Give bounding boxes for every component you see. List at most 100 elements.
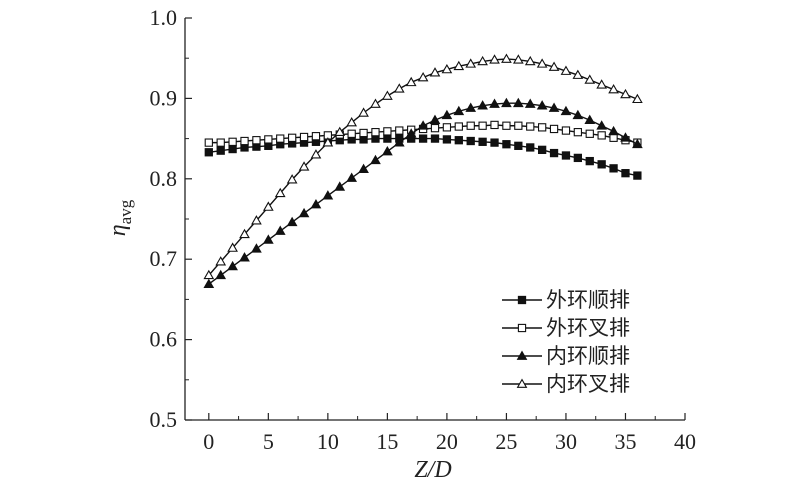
data-point: [466, 136, 475, 146]
data-point: [227, 242, 238, 252]
legend-item: 外环顺排: [502, 288, 630, 312]
data-point: [454, 136, 463, 145]
data-point: [274, 187, 286, 198]
legend-marker: [517, 295, 527, 305]
data-point: [609, 133, 618, 142]
series-group: [203, 53, 643, 288]
data-point: [573, 153, 583, 163]
data-point: [393, 83, 405, 93]
data-point: [251, 243, 262, 253]
data-point: [501, 97, 512, 108]
data-point: [512, 54, 524, 64]
data-point: [536, 100, 548, 110]
data-point: [597, 131, 606, 140]
data-point: [216, 138, 225, 147]
data-point: [584, 74, 596, 84]
data-point: [322, 190, 334, 200]
data-point: [478, 137, 487, 146]
data-point: [429, 67, 441, 77]
data-point: [502, 140, 511, 149]
data-point: [442, 135, 452, 144]
data-point: [549, 124, 559, 134]
data-point: [620, 132, 631, 142]
x-tick-label: 10: [317, 429, 339, 454]
data-point: [585, 156, 594, 166]
data-point: [262, 201, 274, 211]
data-point: [561, 151, 571, 160]
data-point: [417, 71, 429, 82]
data-point: [441, 63, 453, 74]
data-point: [477, 100, 488, 110]
y-tick-label: 0.8: [150, 166, 178, 191]
data-point: [596, 79, 608, 89]
data-point: [490, 120, 499, 130]
data-point: [620, 88, 631, 99]
x-tick-label: 5: [263, 429, 274, 454]
data-point: [264, 135, 273, 144]
data-point: [358, 107, 369, 117]
y-tick-label: 0.6: [150, 327, 178, 352]
data-point: [276, 134, 285, 143]
data-point: [215, 269, 227, 280]
data-point: [382, 145, 393, 156]
data-point: [632, 93, 643, 104]
data-point: [524, 55, 536, 66]
data-point: [514, 121, 523, 130]
data-point: [203, 278, 215, 288]
data-point: [346, 117, 358, 127]
x-tick-label: 20: [436, 429, 458, 454]
data-point: [548, 61, 560, 71]
data-point: [608, 84, 619, 94]
data-point: [560, 65, 572, 75]
x-tick-label: 25: [495, 429, 517, 454]
axes: 0 5 10 15 20 25 30 35 40 0.5 0.6 0.7 0.8 0.9 1.0: [150, 5, 697, 454]
data-point: [370, 154, 381, 165]
data-point: [334, 126, 346, 137]
series-3: [203, 97, 643, 288]
x-tick-label: 15: [376, 429, 398, 454]
data-point: [274, 225, 286, 235]
legend-label: 内环顺排: [546, 344, 630, 368]
data-point: [204, 148, 213, 157]
data-point: [584, 114, 596, 124]
data-point: [466, 121, 475, 130]
data-point: [633, 171, 642, 180]
legend-marker: [516, 378, 528, 388]
data-point: [299, 132, 309, 142]
data-point: [465, 102, 477, 112]
x-tick-label: 35: [614, 429, 636, 454]
data-point: [395, 126, 404, 135]
data-point: [536, 58, 548, 68]
data-point: [512, 97, 524, 108]
data-point: [359, 128, 368, 138]
data-point: [561, 126, 571, 135]
data-point: [347, 129, 356, 138]
data-point: [596, 120, 608, 130]
y-tick-label: 1.0: [150, 5, 178, 30]
data-point: [346, 172, 358, 182]
data-point: [334, 181, 346, 191]
data-point: [514, 141, 523, 150]
data-point: [608, 125, 619, 136]
data-point: [310, 199, 322, 209]
data-point: [429, 114, 441, 124]
data-point: [501, 53, 512, 63]
data-point: [405, 76, 417, 87]
data-point: [382, 90, 393, 100]
legend-item: 内环顺排: [502, 344, 630, 368]
data-point: [240, 136, 249, 146]
data-point: [286, 216, 298, 227]
data-point: [298, 161, 310, 171]
data-point: [383, 134, 392, 143]
legend-item: 内环叉排: [502, 372, 630, 396]
data-point: [441, 109, 453, 120]
data-point: [430, 123, 440, 133]
data-point: [405, 128, 417, 138]
data-point: [430, 134, 440, 143]
data-point: [286, 174, 298, 184]
data-point: [537, 123, 547, 132]
data-point: [572, 109, 584, 120]
data-point: [490, 138, 499, 147]
